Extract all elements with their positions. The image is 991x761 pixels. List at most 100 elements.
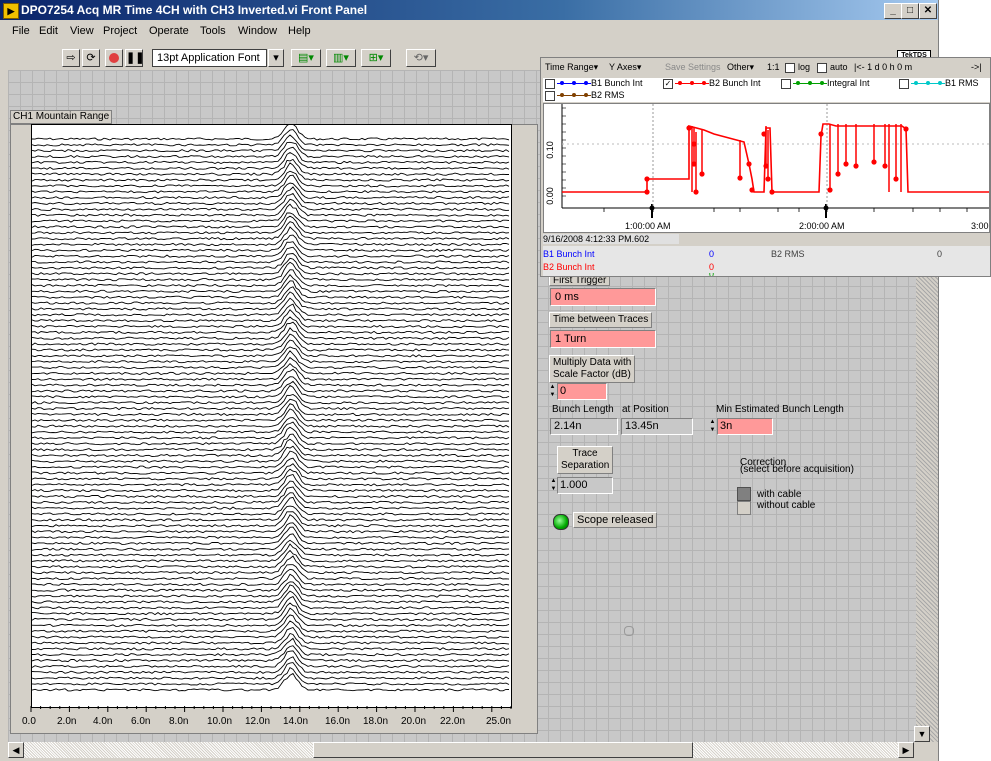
legend-b2-bunch-int[interactable]: ✓ B2 Bunch Int xyxy=(663,78,761,89)
menu-help[interactable]: Help xyxy=(288,25,311,37)
legend-checkbox[interactable] xyxy=(899,78,909,89)
trace-separation-input[interactable]: 1.000 xyxy=(557,477,613,494)
legend-b2-rms[interactable]: B2 RMS xyxy=(545,90,625,101)
x-tick-label: 16.0n xyxy=(325,716,351,727)
toolbar: ⇨ ⟳ ❚❚ 13pt Application Font ▾ ▤▾ ▥▾ ⊞▾ … xyxy=(0,44,938,72)
scroll-left-icon[interactable]: ◀ xyxy=(8,742,24,758)
b2-bunch-int-line xyxy=(562,123,989,193)
x-tick-label: 14.0n xyxy=(283,716,309,727)
trace-line xyxy=(32,170,510,188)
menu-tools[interactable]: Tools xyxy=(200,25,226,37)
stat-b2-rms-value: 0 xyxy=(937,249,943,259)
trace-line xyxy=(32,421,510,440)
trace-line xyxy=(32,174,510,194)
trend-chart-window: Time Range▾ Y Axes▾ Save Settings Other▾… xyxy=(540,57,991,277)
trace-line xyxy=(32,339,510,358)
trace-line xyxy=(32,496,510,516)
scroll-right-icon[interactable]: ▶ xyxy=(898,742,914,758)
trend-plot[interactable]: 0.10 0.00 xyxy=(543,103,990,233)
x-tick-label: 2.0n xyxy=(57,716,77,727)
maximize-button[interactable]: □ xyxy=(901,3,919,19)
b2-data-point xyxy=(835,171,841,177)
y-tick-0.00: 0.00 xyxy=(545,187,555,205)
legend-checkbox[interactable] xyxy=(781,78,791,89)
menu-view[interactable]: View xyxy=(70,25,94,37)
trace-line xyxy=(32,129,510,147)
save-settings-button[interactable]: Save Settings xyxy=(665,62,721,72)
multiply-increment-icon[interactable]: ▲ ▼ xyxy=(549,384,556,398)
run-continuously-icon[interactable]: ⟳ xyxy=(82,49,100,67)
time-span-back-button[interactable]: |<- 1 d 0 h 0 m xyxy=(854,62,913,72)
b2-data-point xyxy=(903,126,909,132)
trace-line xyxy=(32,297,510,317)
trace-line xyxy=(32,539,510,557)
min-bunch-length-input[interactable]: 3n xyxy=(717,418,773,435)
y-axes-menu[interactable]: Y Axes▾ xyxy=(609,62,642,72)
correction-without-cable-switch[interactable] xyxy=(737,501,751,515)
trace-line xyxy=(32,350,510,370)
trace-line xyxy=(32,286,510,305)
trace-line xyxy=(32,480,510,499)
time-range-menu[interactable]: Time Range▾ xyxy=(545,62,599,72)
trace-line xyxy=(32,555,510,575)
trend-traces: 0.10 0.00 xyxy=(545,104,989,218)
trace-line xyxy=(32,333,510,352)
trace-sep-increment-icon[interactable]: ▲ ▼ xyxy=(550,478,557,492)
trace-line xyxy=(32,368,510,387)
trace-line xyxy=(32,505,510,522)
scroll-thumb[interactable] xyxy=(313,742,693,758)
menu-file[interactable]: File xyxy=(12,25,30,37)
pause-icon[interactable]: ❚❚ xyxy=(125,49,144,67)
trace-line xyxy=(32,346,510,364)
log-checkbox[interactable] xyxy=(785,63,795,73)
trace-separation-label: Trace Separation xyxy=(557,446,613,474)
legend-checkmark-icon[interactable]: ✓ xyxy=(663,78,673,89)
title-bar: ▶ DPO7254 Acq MR Time 4CH with CH3 Inver… xyxy=(0,0,938,20)
min-bunch-increment-icon[interactable]: ▲ ▼ xyxy=(709,419,716,433)
horizontal-scrollbar[interactable]: ◀ ▶ xyxy=(8,742,914,759)
reorder-icon[interactable]: ⟲▾ xyxy=(406,49,436,67)
trace-line xyxy=(32,417,510,434)
scroll-down-icon[interactable]: ▼ xyxy=(914,726,930,742)
align-objects-icon[interactable]: ▤▾ xyxy=(291,49,321,67)
menu-window[interactable]: Window xyxy=(238,25,278,37)
b2-data-point xyxy=(765,176,771,182)
font-select[interactable]: 13pt Application Font xyxy=(152,49,267,67)
without-cable-label: without cable xyxy=(757,500,816,511)
trace-line xyxy=(32,125,510,141)
resize-objects-icon[interactable]: ⊞▾ xyxy=(361,49,391,67)
trace-line xyxy=(32,234,510,252)
stat-hidden-value: 0 xyxy=(709,273,714,276)
legend-integral-int[interactable]: Integral Int xyxy=(781,78,870,89)
correction-with-cable-switch[interactable] xyxy=(737,487,751,501)
minimize-button[interactable]: _ xyxy=(884,3,902,19)
legend-b1-rms[interactable]: B1 RMS xyxy=(899,78,979,89)
mountain-range-plot[interactable] xyxy=(31,124,512,708)
legend-b1-bunch-int[interactable]: B1 Bunch Int xyxy=(545,78,643,89)
trace-line xyxy=(32,221,510,241)
run-arrow-icon[interactable]: ⇨ xyxy=(62,49,80,67)
trace-line xyxy=(32,141,510,159)
menu-project[interactable]: Project xyxy=(103,25,138,37)
legend-checkbox[interactable] xyxy=(545,78,555,89)
multiply-scale-input[interactable]: 0 xyxy=(557,383,607,400)
trace-line xyxy=(32,327,510,346)
trace-line xyxy=(32,203,510,223)
abort-icon[interactable] xyxy=(105,49,123,67)
b2-data-point xyxy=(737,175,743,181)
trace-line xyxy=(32,549,510,569)
legend-checkbox[interactable] xyxy=(545,90,555,101)
menu-edit[interactable]: Edit xyxy=(39,25,58,37)
chevron-down-icon[interactable]: ▾ xyxy=(268,49,284,67)
trace-line xyxy=(32,198,510,217)
trace-line xyxy=(32,261,510,282)
menu-operate[interactable]: Operate xyxy=(149,25,189,37)
auto-checkbox[interactable] xyxy=(817,63,827,73)
time-span-forward-button[interactable]: ->| xyxy=(971,62,982,72)
cursor-marker xyxy=(649,205,655,211)
cursor-marker xyxy=(823,205,829,211)
distribute-objects-icon[interactable]: ▥▾ xyxy=(326,49,356,67)
close-button[interactable]: ✕ xyxy=(919,3,937,19)
one-to-one-button[interactable]: 1:1 xyxy=(767,62,780,72)
other-menu[interactable]: Other▾ xyxy=(727,62,755,72)
